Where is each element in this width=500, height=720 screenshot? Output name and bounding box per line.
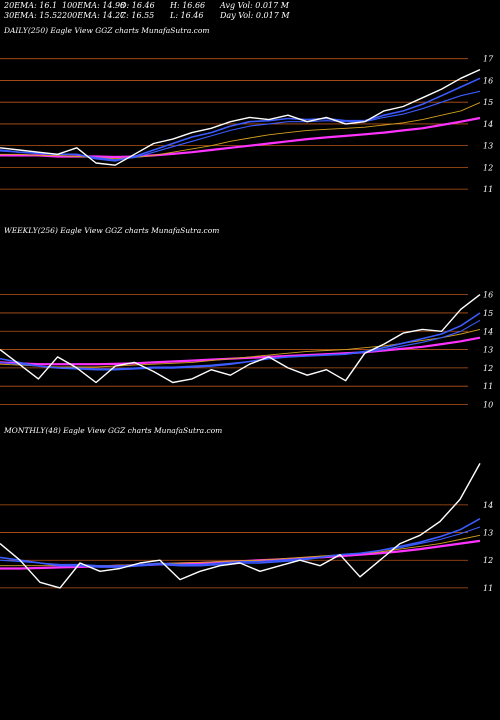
series-line-ema20 [0,312,481,371]
y-tick-label: 11 [483,382,493,391]
y-tick-label: 14 [483,327,493,336]
y-tick-label: 15 [483,98,493,107]
series-line-price [0,294,481,384]
series-line-ema20 [0,77,481,162]
stat-close: C: 16.55 [120,11,155,20]
series-line-ema30 [0,526,481,567]
y-tick-label: 16 [483,76,493,85]
stat-ema20: 20EMA: 16.1 [4,1,58,10]
monthly-chart: 11 12 13 14 [0,463,493,593]
y-tick-label: 15 [483,309,493,318]
series-line-price [0,463,481,589]
stat-low: L: 16.46 [170,11,204,20]
y-tick-label: 11 [483,185,493,194]
y-tick-label: 13 [483,529,493,538]
stat-avg-vol: Avg Vol: 0.017 M [220,1,289,10]
stat-ema100: 100EMA: 14.98 [62,1,126,10]
stat-ema30: 30EMA: 15.52 [4,11,63,20]
weekly-chart-title: WEEKLY(256) Eagle View GGZ charts Munafa… [4,226,220,235]
y-tick-label: 10 [483,401,493,410]
stat-high: H: 16.66 [170,1,206,10]
series-line-ema100 [0,102,481,160]
y-tick-label: 13 [483,142,493,151]
y-tick-label: 12 [483,556,493,565]
daily-chart: 11 12 13 14 15 16 17 [0,55,494,194]
stat-open: O: 16.46 [120,1,155,10]
monthly-chart-title: MONTHLY(48) Eagle View GGZ charts Munafa… [4,426,223,435]
y-tick-label: 13 [483,346,493,355]
y-tick-label: 16 [483,291,493,300]
y-tick-label: 14 [483,501,493,510]
y-tick-label: 14 [483,120,493,129]
y-tick-label: 12 [483,163,493,172]
series-line-price [0,68,481,166]
y-tick-label: 11 [483,584,493,593]
daily-chart-title: DAILY(250) Eagle View GGZ charts MunafaS… [4,26,210,35]
stat-ema200: 200EMA: 14.27 [62,11,126,20]
weekly-chart: 10 11 12 13 14 15 16 [0,291,493,410]
y-tick-label: 12 [483,364,493,373]
y-tick-label: 17 [483,55,494,64]
series-line-ema30 [0,319,481,370]
stat-day-vol: Day Vol: 0.017 M [220,11,290,20]
